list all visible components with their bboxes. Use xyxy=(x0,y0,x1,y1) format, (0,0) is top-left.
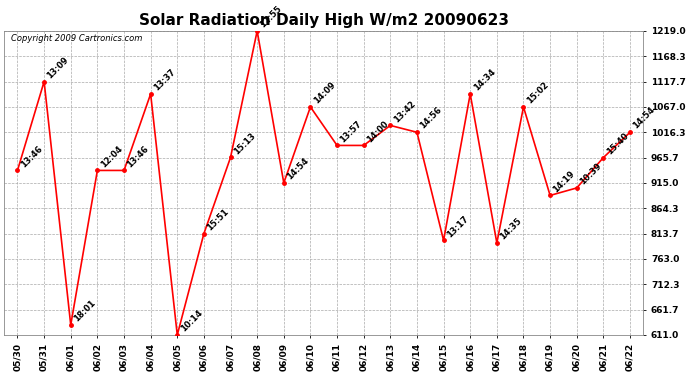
Text: 12:04: 12:04 xyxy=(99,144,124,169)
Text: 12:55: 12:55 xyxy=(259,4,284,30)
Text: 13:17: 13:17 xyxy=(445,214,470,239)
Text: 18:01: 18:01 xyxy=(72,298,97,324)
Text: 15:51: 15:51 xyxy=(206,207,230,232)
Text: 10:14: 10:14 xyxy=(179,308,204,333)
Text: 15:13: 15:13 xyxy=(232,131,257,156)
Text: 14:56: 14:56 xyxy=(418,105,444,131)
Text: 13:37: 13:37 xyxy=(152,68,177,93)
Text: 14:34: 14:34 xyxy=(471,67,497,93)
Text: 13:46: 13:46 xyxy=(126,144,150,169)
Text: 13:57: 13:57 xyxy=(339,119,364,144)
Text: 10:39: 10:39 xyxy=(578,162,603,186)
Text: 13:42: 13:42 xyxy=(392,99,417,124)
Title: Solar Radiation Daily High W/m2 20090623: Solar Radiation Daily High W/m2 20090623 xyxy=(139,13,509,28)
Text: 14:19: 14:19 xyxy=(551,169,577,194)
Text: 14:54: 14:54 xyxy=(631,105,657,131)
Text: 14:09: 14:09 xyxy=(312,80,337,105)
Text: 14:54: 14:54 xyxy=(285,156,310,182)
Text: 15:02: 15:02 xyxy=(525,80,550,105)
Text: 15:40: 15:40 xyxy=(604,131,630,156)
Text: Copyright 2009 Cartronics.com: Copyright 2009 Cartronics.com xyxy=(10,34,142,43)
Text: 14:00: 14:00 xyxy=(365,119,391,144)
Text: 13:09: 13:09 xyxy=(46,55,70,80)
Text: 14:35: 14:35 xyxy=(498,216,524,242)
Text: 13:46: 13:46 xyxy=(19,144,44,169)
